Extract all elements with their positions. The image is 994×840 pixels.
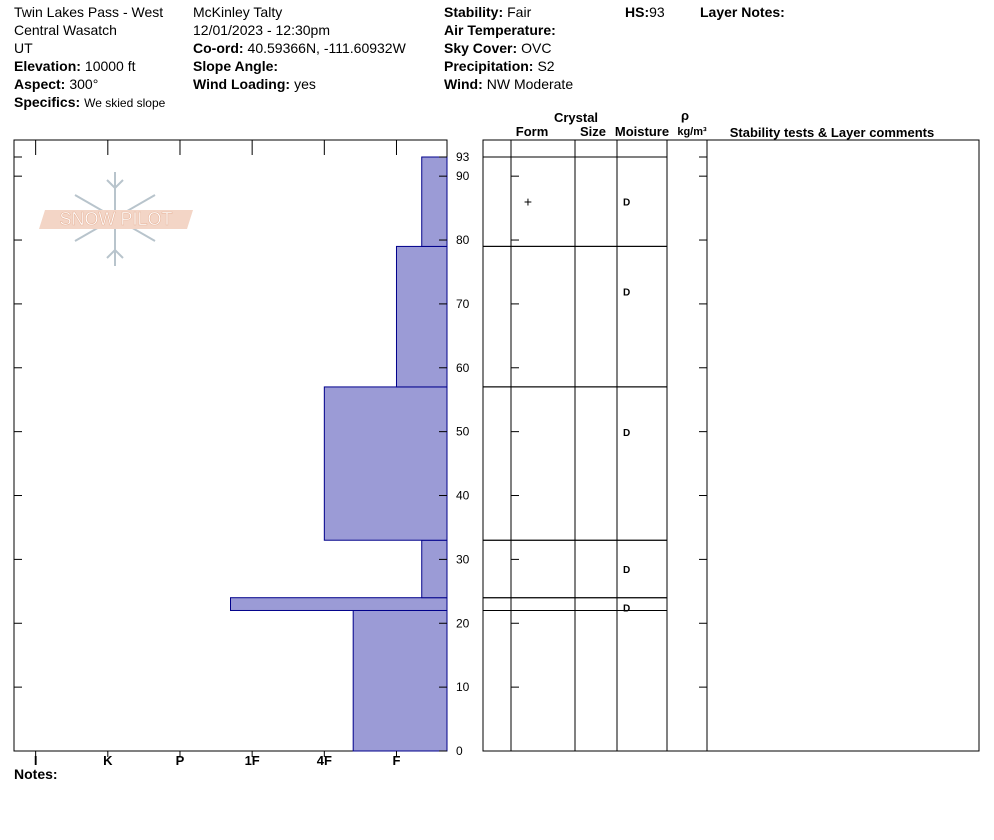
- th-density-symbol: ρ: [681, 108, 689, 123]
- y-tick-label: 93: [456, 150, 470, 164]
- field-value: 40.59366N, -111.60932W: [247, 40, 406, 56]
- hardness-bar: [352, 609, 448, 752]
- header-column: McKinley Talty 12/01/2023 - 12:30pm Co-ord…: [193, 3, 406, 93]
- y-tick-label: 90: [456, 169, 470, 183]
- th-size: Size: [580, 124, 606, 139]
- header-column: Twin Lakes Pass - West Central Wasatch UT E…: [14, 3, 165, 112]
- field-label: HS:: [625, 4, 650, 20]
- field-label: Air Temperature:: [444, 22, 556, 38]
- x-tick-label: 1F: [245, 753, 260, 768]
- field-value: 93: [649, 4, 665, 20]
- header-line: Wind Loading: yes: [193, 75, 406, 93]
- y-tick-label: 20: [456, 616, 470, 630]
- y-tick-label: 60: [456, 361, 470, 375]
- field-value: Fair: [507, 4, 532, 20]
- header-line: Slope Angle:: [193, 57, 406, 75]
- th-comments: Stability tests & Layer comments: [730, 125, 934, 140]
- field-label: Layer Notes:: [700, 4, 785, 20]
- y-tick-label: 10: [456, 680, 470, 694]
- y-tick-label: 70: [456, 297, 470, 311]
- logo: SNOW PILOT: [39, 172, 193, 266]
- hardness-bar: [230, 597, 448, 611]
- moisture: D: [623, 287, 630, 298]
- hardness-bar: [323, 386, 448, 541]
- moisture: D: [623, 604, 630, 615]
- header-line: Sky Cover: OVC: [444, 39, 573, 57]
- x-tick-label: 4F: [317, 753, 332, 768]
- notes: Notes:: [14, 766, 58, 782]
- th-density-unit: kg/m³: [677, 126, 707, 138]
- layer-notes: Layer Notes:: [700, 3, 789, 21]
- header-line: Precipitation: S2: [444, 57, 573, 75]
- header-line: Aspect: 300°: [14, 75, 165, 93]
- x-tick-label: F: [393, 753, 401, 768]
- table-header: Crystal Form Size Moisture ρ kg/m³ Stabi…: [516, 108, 934, 140]
- hardness-bar: [421, 156, 448, 247]
- header-line: McKinley Talty: [193, 3, 406, 21]
- grain-form: +: [524, 194, 532, 210]
- field-value: Twin Lakes Pass - West: [14, 4, 164, 20]
- field-label: Stability:: [444, 4, 504, 20]
- th-moisture: Moisture: [615, 124, 669, 139]
- hardness-bar: [395, 245, 448, 388]
- header-column: Stability: Fair Air Temperature: Sky Cover:…: [444, 3, 573, 93]
- header-line: UT: [14, 39, 165, 57]
- field-label: Slope Angle:: [193, 58, 279, 74]
- header-line: Wind: NW Moderate: [444, 75, 573, 93]
- th-crystal: Crystal: [554, 110, 598, 125]
- y-tick-label: 50: [456, 425, 470, 439]
- th-form: Form: [516, 124, 549, 139]
- field-value: McKinley Talty: [193, 4, 283, 20]
- field-value: NW Moderate: [486, 76, 574, 92]
- field-value: S2: [537, 58, 555, 74]
- moisture: D: [623, 428, 630, 439]
- field-value: OVC: [521, 40, 552, 56]
- header-line: Specifics: We skied slope: [14, 93, 165, 112]
- x-tick-label: K: [103, 753, 113, 768]
- header-line: 12/01/2023 - 12:30pm: [193, 21, 406, 39]
- hs: HS:93: [625, 3, 665, 21]
- y-tick-label: 0: [456, 744, 463, 758]
- y-tick-label: 80: [456, 233, 470, 247]
- field-label: Co-ord:: [193, 40, 244, 56]
- field-label: Precipitation:: [444, 58, 534, 74]
- field-value: Central Wasatch: [14, 22, 117, 38]
- field-label: Sky Cover:: [444, 40, 518, 56]
- hardness-bar: [421, 539, 448, 599]
- field-value: 12/01/2023 - 12:30pm: [193, 22, 330, 38]
- field-value: UT: [14, 40, 33, 56]
- field-label: Specifics:: [14, 94, 81, 110]
- table-columns: [510, 140, 708, 751]
- y-tick-label: 30: [456, 552, 470, 566]
- y-tick-label: 40: [456, 489, 470, 503]
- header-line: Central Wasatch: [14, 21, 165, 39]
- header-line: Elevation: 10000 ft: [14, 57, 165, 75]
- field-value: We skied slope: [84, 96, 166, 110]
- field-value: 300°: [69, 76, 99, 92]
- moisture: D: [623, 565, 630, 576]
- table-frame: [482, 139, 980, 752]
- x-tick-label: P: [176, 753, 185, 768]
- header-line: Twin Lakes Pass - West: [14, 3, 165, 21]
- field-label: Wind Loading:: [193, 76, 291, 92]
- logo-text: SNOW PILOT: [59, 209, 172, 229]
- header-line: Co-ord: 40.59366N, -111.60932W: [193, 39, 406, 57]
- x-tick-label: I: [34, 753, 38, 768]
- field-value: 10000 ft: [84, 58, 136, 74]
- moisture: D: [623, 198, 630, 209]
- field-value: yes: [294, 76, 316, 92]
- header-line: Air Temperature:: [444, 21, 573, 39]
- field-label: Wind:: [444, 76, 483, 92]
- field-label: Elevation:: [14, 58, 81, 74]
- field-label: Aspect:: [14, 76, 66, 92]
- header-line: Stability: Fair: [444, 3, 573, 21]
